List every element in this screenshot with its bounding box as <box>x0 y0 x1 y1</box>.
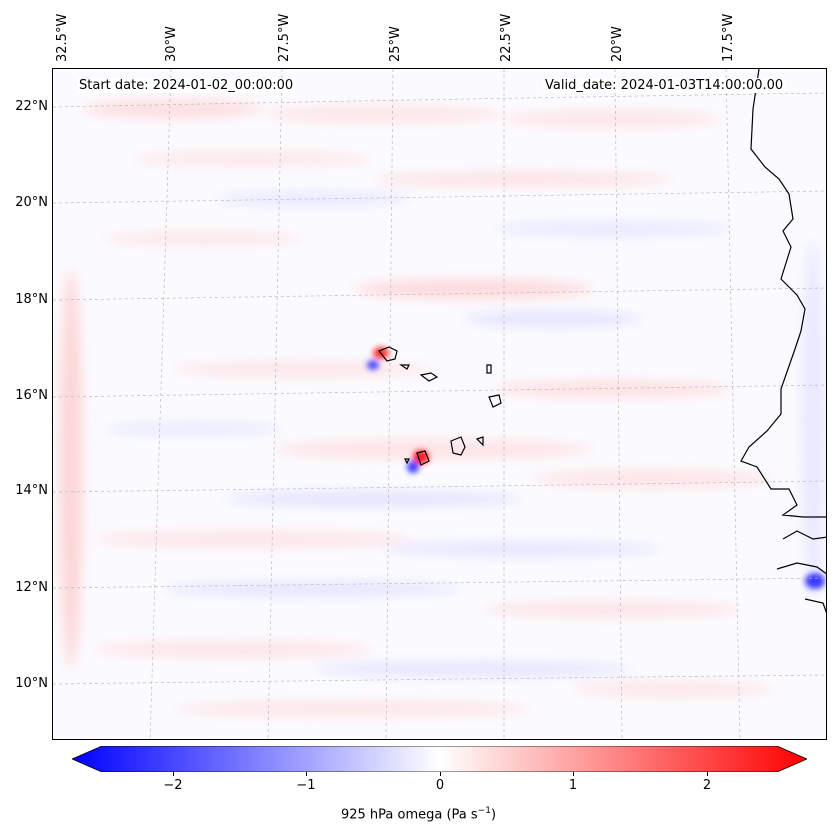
lon-label: 25°W <box>388 26 403 62</box>
lon-label: 22.5°W <box>499 13 514 62</box>
lat-label: 10°N <box>15 676 48 691</box>
colorbar-tick-label: 1 <box>568 778 578 793</box>
colorbar <box>72 746 807 772</box>
colorbar-tick-label: −2 <box>163 778 183 793</box>
map-panel[interactable] <box>52 68 827 740</box>
lat-label: 18°N <box>15 292 48 307</box>
colorbar-tick-label: −1 <box>296 778 316 793</box>
colorbar-tick-label: 2 <box>702 778 712 793</box>
valid-date-text: Valid_date: 2024-01-03T14:00:00.00 <box>543 78 786 93</box>
gridlines <box>53 69 826 739</box>
lon-label: 32.5°W <box>55 13 70 62</box>
lon-label: 27.5°W <box>277 13 292 62</box>
lon-label: 20°W <box>610 26 625 62</box>
colorbar-tick <box>573 772 574 776</box>
lon-label: 30°W <box>164 26 179 62</box>
lat-label: 20°N <box>15 195 48 210</box>
coastline <box>740 69 826 614</box>
omega-field-bands <box>59 99 825 717</box>
cape-verde-islands <box>378 346 502 466</box>
colorbar-tick <box>707 772 708 776</box>
colorbar-tick <box>173 772 174 776</box>
lat-label: 22°N <box>15 99 48 114</box>
colorbar-tick <box>306 772 307 776</box>
lon-label: 17.5°W <box>721 13 736 62</box>
colorbar-label: 925 hPa omega (Pa s−1) <box>340 806 497 823</box>
lat-label: 14°N <box>15 483 48 498</box>
colorbar-tick-label: 0 <box>435 778 445 793</box>
colorbar-tick <box>440 772 441 776</box>
lat-label: 16°N <box>15 388 48 403</box>
start-date-text: Start date: 2024-01-02_00:00:00 <box>77 78 296 93</box>
omega-field-map <box>53 69 826 739</box>
lat-label: 12°N <box>15 580 48 595</box>
